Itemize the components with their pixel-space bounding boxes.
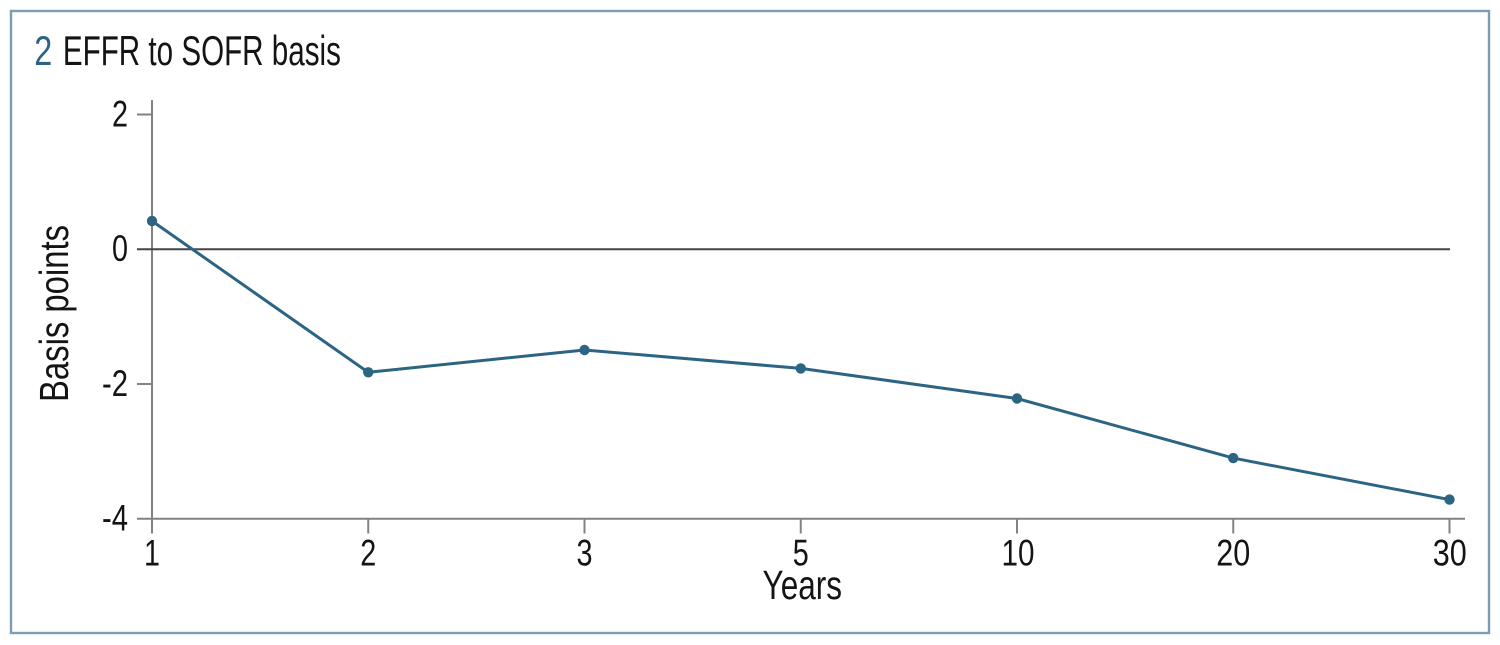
svg-text:10: 10 xyxy=(1002,531,1035,573)
svg-text:-4: -4 xyxy=(102,497,128,539)
svg-text:1: 1 xyxy=(144,531,160,573)
svg-text:5: 5 xyxy=(793,531,809,573)
svg-text:2: 2 xyxy=(360,531,376,573)
svg-text:2: 2 xyxy=(112,93,128,135)
svg-text:20: 20 xyxy=(1216,531,1250,573)
svg-text:30: 30 xyxy=(1433,531,1467,573)
svg-text:2: 2 xyxy=(34,28,52,74)
svg-text:-2: -2 xyxy=(102,362,128,404)
svg-text:EFFR to SOFR basis: EFFR to SOFR basis xyxy=(63,28,341,74)
svg-text:Basis points: Basis points xyxy=(31,225,77,402)
svg-text:Years: Years xyxy=(763,562,843,608)
svg-text:0: 0 xyxy=(112,227,128,269)
svg-text:3: 3 xyxy=(577,531,593,573)
